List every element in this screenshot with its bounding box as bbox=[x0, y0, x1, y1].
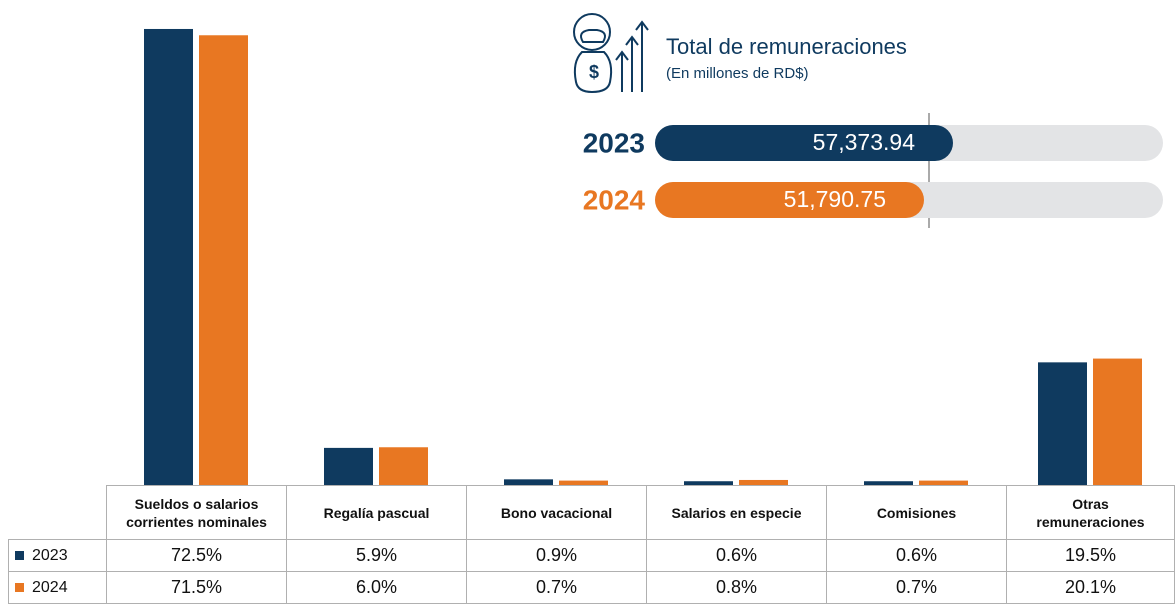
bar bbox=[504, 479, 553, 485]
legend-label: 2024 bbox=[32, 578, 68, 596]
total-bar bbox=[655, 125, 953, 161]
category-label: Comisiones bbox=[876, 504, 957, 521]
legend-cell: 2024 bbox=[8, 571, 107, 604]
category-header: Otras remuneraciones bbox=[1006, 485, 1175, 540]
money-icon: $ bbox=[573, 13, 649, 94]
corner bbox=[8, 485, 107, 540]
value-label: 0.7% bbox=[826, 571, 1007, 604]
value-label: 72.5% bbox=[106, 539, 287, 572]
bar bbox=[199, 35, 248, 485]
total-year: 2023 bbox=[583, 127, 645, 158]
bar bbox=[864, 481, 913, 485]
legend-cell: 2023 bbox=[8, 539, 107, 572]
bar bbox=[919, 480, 968, 485]
value-label: 19.5% bbox=[1006, 539, 1175, 572]
value-label: 0.9% bbox=[466, 539, 647, 572]
data-table: Sueldos o salarios corrientes nominales R… bbox=[8, 485, 1175, 604]
category-label: Otras remuneraciones bbox=[1036, 495, 1145, 530]
bar bbox=[684, 481, 733, 485]
totals-title: Total de remuneraciones bbox=[666, 34, 907, 59]
bar bbox=[324, 447, 373, 485]
value-label: 6.0% bbox=[286, 571, 467, 604]
legend-label: 2023 bbox=[32, 546, 68, 564]
category-label: Sueldos o salarios corrientes nominales bbox=[126, 495, 267, 530]
value-label: 0.8% bbox=[646, 571, 827, 604]
value-label: 0.6% bbox=[826, 539, 1007, 572]
value-label: 0.7% bbox=[466, 571, 647, 604]
legend-swatch bbox=[15, 582, 24, 592]
category-label: Salarios en especie bbox=[671, 504, 802, 521]
bar bbox=[739, 479, 788, 485]
svg-text:$: $ bbox=[589, 62, 599, 82]
value-label: 5.9% bbox=[286, 539, 467, 572]
bar bbox=[1038, 362, 1087, 485]
totals-subtitle: (En millones de RD$) bbox=[666, 65, 809, 82]
bar bbox=[144, 28, 193, 485]
bar bbox=[379, 447, 428, 485]
category-label: Bono vacacional bbox=[500, 504, 613, 521]
value-label: 0.6% bbox=[646, 539, 827, 572]
category-header: Regalía pascual bbox=[286, 485, 467, 540]
category-header: Bono vacacional bbox=[466, 485, 647, 540]
category-header: Sueldos o salarios corrientes nominales bbox=[106, 485, 287, 540]
total-year: 2024 bbox=[583, 184, 646, 215]
legend-swatch bbox=[15, 550, 24, 560]
bar bbox=[559, 480, 608, 485]
category-header: Salarios en especie bbox=[646, 485, 827, 540]
bar bbox=[1093, 358, 1142, 485]
category-label: Regalía pascual bbox=[323, 504, 430, 521]
value-label: 71.5% bbox=[106, 571, 287, 604]
value-label: 20.1% bbox=[1006, 571, 1175, 604]
total-value: 51,790.75 bbox=[784, 186, 886, 212]
total-value: 57,373.94 bbox=[813, 129, 916, 155]
total-bar bbox=[655, 182, 925, 218]
category-header: Comisiones bbox=[826, 485, 1007, 540]
